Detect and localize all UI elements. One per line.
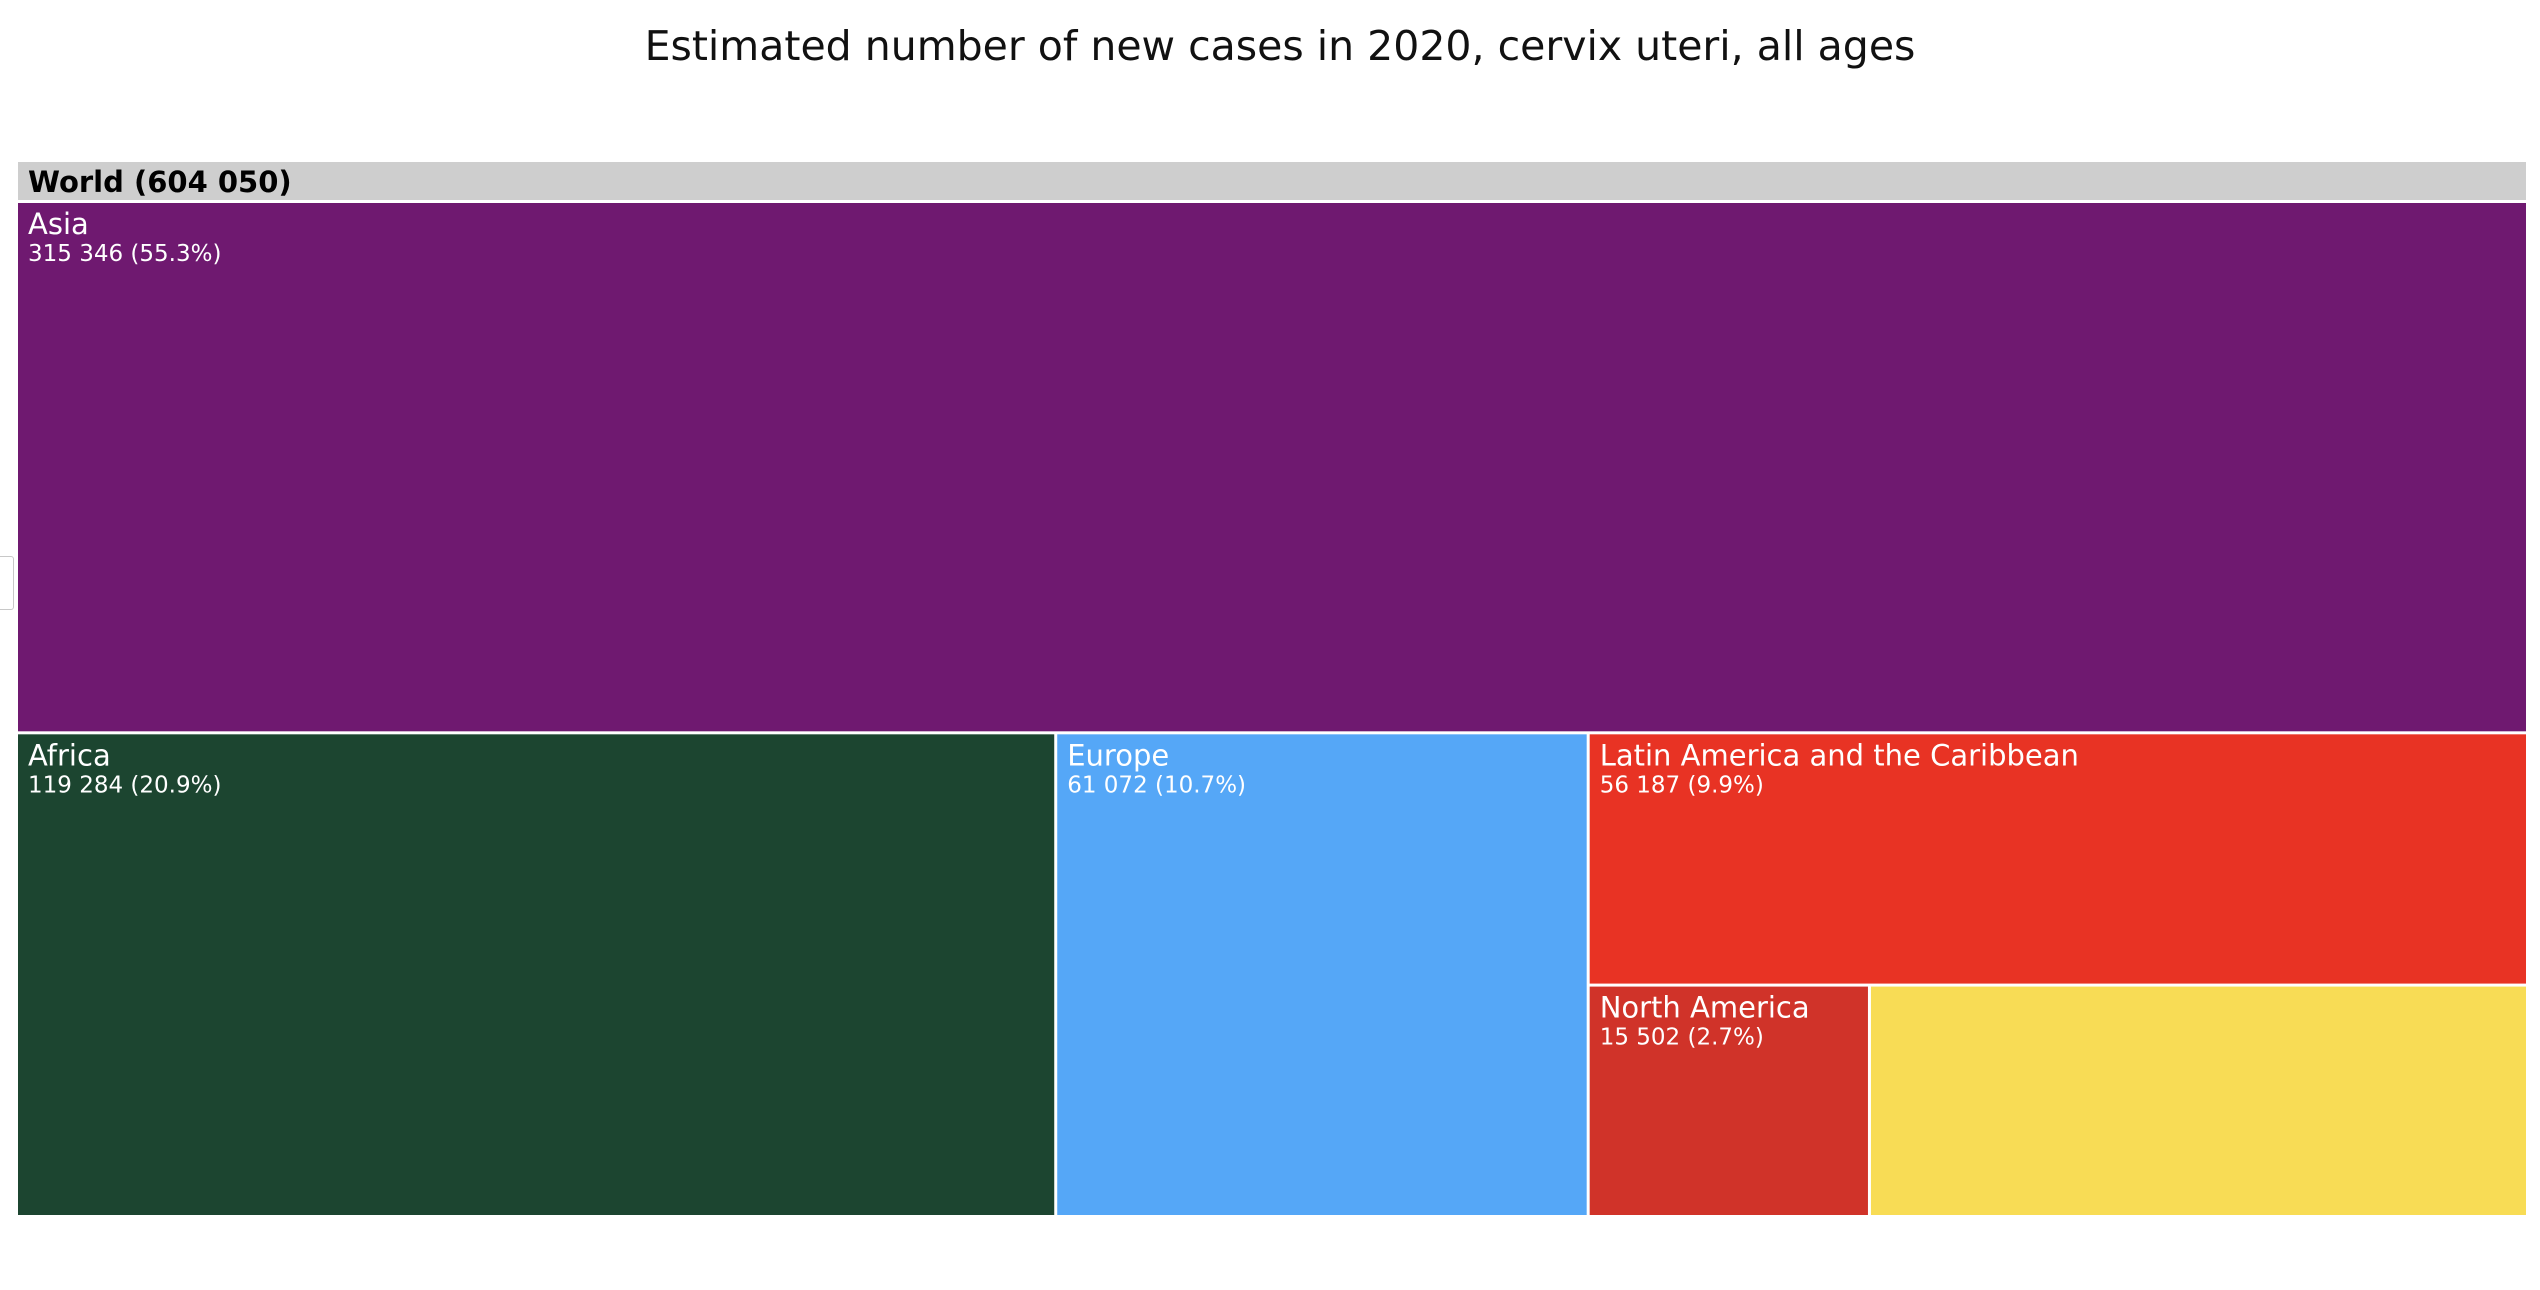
tile-value-north-america: 15 502 (2.7%) (1600, 1025, 1764, 1051)
chart-title: Estimated number of new cases in 2020, c… (644, 22, 1916, 70)
tile-asia[interactable] (18, 203, 2526, 732)
side-handle[interactable] (0, 556, 14, 610)
world-header-label: World (604 050) (28, 165, 292, 199)
tile-value-europe: 61 072 (10.7%) (1067, 772, 1246, 798)
tile-value-africa: 119 284 (20.9%) (28, 772, 221, 798)
tile-europe[interactable] (1057, 734, 1587, 1215)
tile-value-latin-america-and-the-caribbean: 56 187 (9.9%) (1600, 772, 1764, 798)
tile-name-africa: Africa (28, 738, 111, 772)
tile-africa[interactable] (18, 734, 1055, 1215)
tile-unlabeled[interactable] (1870, 986, 2526, 1215)
tile-value-asia: 315 346 (55.3%) (28, 241, 221, 267)
world-header[interactable] (18, 162, 2526, 200)
tile-name-north-america: North America (1600, 991, 1810, 1025)
tile-name-latin-america-and-the-caribbean: Latin America and the Caribbean (1600, 738, 2079, 772)
tile-north-america[interactable] (1589, 986, 1868, 1215)
tile-latin-america-and-the-caribbean[interactable] (1589, 734, 2526, 984)
tile-name-asia: Asia (28, 207, 89, 241)
tile-name-europe: Europe (1067, 738, 1169, 772)
